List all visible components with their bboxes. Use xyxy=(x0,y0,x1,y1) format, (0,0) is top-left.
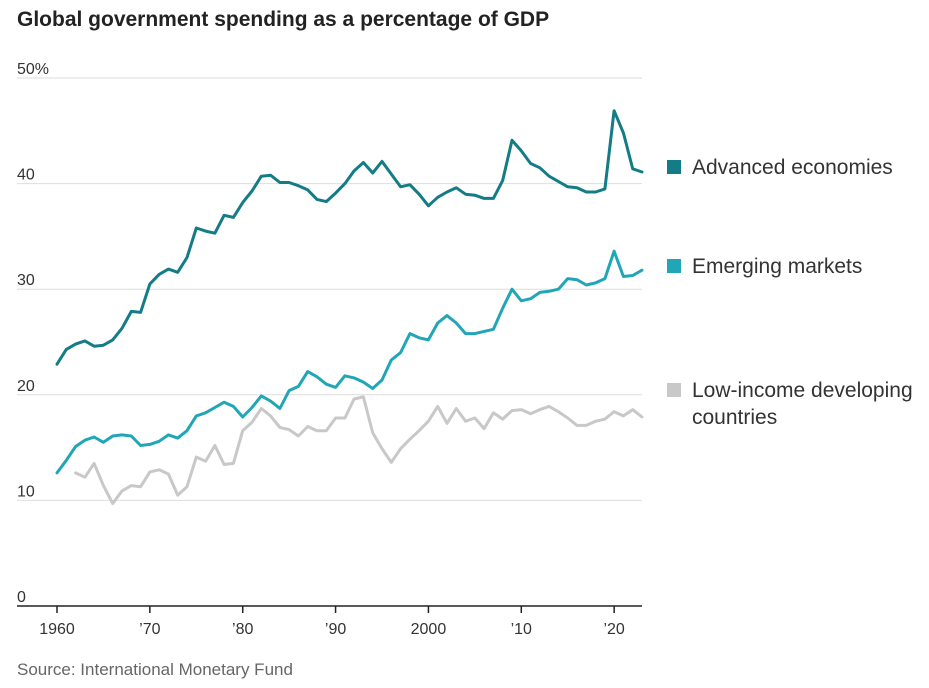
y-tick-label: 10 xyxy=(17,483,35,500)
legend: Advanced economies Emerging markets Low-in… xyxy=(667,156,913,429)
series-lines xyxy=(55,109,644,506)
legend-label: Emerging markets xyxy=(692,255,862,278)
series-line xyxy=(55,249,644,475)
chart-title: Global government spending as a percenta… xyxy=(17,8,550,31)
legend-swatch xyxy=(667,259,681,273)
x-tick-label: ’70 xyxy=(139,621,160,638)
gridlines xyxy=(17,77,642,501)
x-tick-label: 1960 xyxy=(39,621,75,638)
x-tick-label: ’20 xyxy=(603,621,624,638)
legend-swatch xyxy=(667,383,681,397)
x-tick-label: ’90 xyxy=(325,621,346,638)
y-tick-label: 50% xyxy=(17,61,49,78)
legend-swatch xyxy=(667,160,681,174)
legend-label: Low-income developing countries xyxy=(692,379,913,429)
y-tick-label: 30 xyxy=(17,272,35,289)
x-tick-label: 2000 xyxy=(411,621,447,638)
y-tick-label: 40 xyxy=(17,167,35,184)
legend-label: Advanced economies xyxy=(692,156,893,179)
x-tick-label: ’80 xyxy=(232,621,253,638)
source-note: Source: International Monetary Fund xyxy=(17,660,293,679)
x-tick-label: ’10 xyxy=(511,621,532,638)
series-line xyxy=(55,109,644,366)
series-line xyxy=(74,395,644,506)
x-axis: 1960 ’70 ’80 ’90 2000 ’10 ’20 xyxy=(17,605,642,638)
y-tick-label: 20 xyxy=(17,378,35,395)
y-tick-label: 0 xyxy=(17,589,26,606)
y-axis-tick-labels: 50% 40 30 20 10 0 xyxy=(17,61,49,606)
